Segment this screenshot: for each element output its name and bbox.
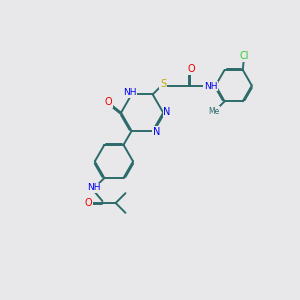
Text: O: O	[84, 197, 92, 208]
Text: NH: NH	[204, 82, 217, 91]
Text: O: O	[187, 64, 195, 74]
Text: O: O	[105, 98, 112, 107]
Text: N: N	[164, 107, 171, 117]
Text: S: S	[160, 79, 166, 88]
Text: Cl: Cl	[240, 51, 250, 61]
Text: Me: Me	[209, 106, 220, 116]
Text: NH: NH	[87, 183, 100, 192]
Text: N: N	[153, 127, 160, 137]
Text: NH: NH	[123, 88, 136, 97]
